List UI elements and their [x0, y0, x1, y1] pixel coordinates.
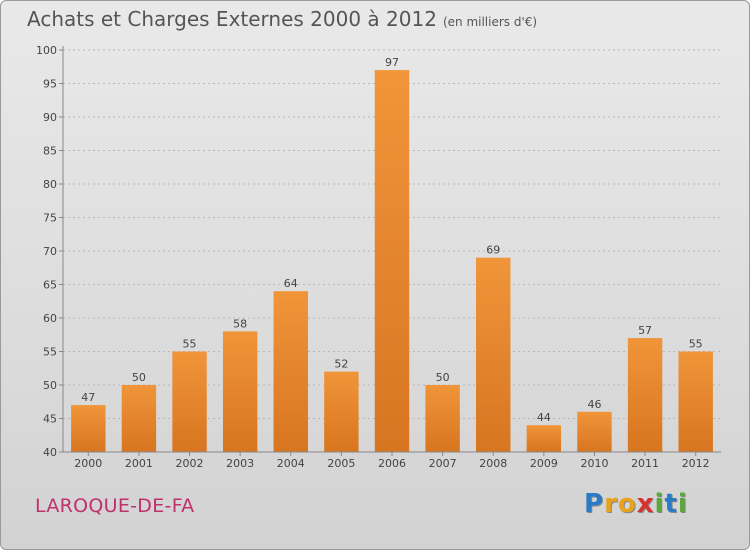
y-tick-label: 40 — [43, 446, 57, 459]
y-tick-label: 50 — [43, 379, 57, 392]
bar-value-label: 46 — [587, 398, 601, 411]
y-tick-label: 45 — [43, 413, 57, 426]
bar-value-label: 50 — [436, 371, 450, 384]
x-tick-label: 2003 — [226, 457, 254, 470]
bar — [222, 331, 258, 452]
x-tick-label: 2005 — [327, 457, 355, 470]
bar-value-label: 47 — [81, 391, 95, 404]
logo-letter: t — [664, 489, 678, 519]
x-tick-label: 2006 — [378, 457, 406, 470]
bar-value-label: 44 — [537, 411, 551, 424]
bar-value-label: 52 — [334, 358, 348, 371]
bar-value-label: 55 — [183, 338, 197, 351]
x-tick-label: 2004 — [277, 457, 305, 470]
bar-value-label: 58 — [233, 317, 247, 330]
bar — [374, 70, 410, 452]
y-tick-label: 75 — [43, 212, 57, 225]
bar — [577, 411, 612, 452]
y-tick-label: 80 — [43, 178, 57, 191]
bar — [172, 351, 207, 452]
x-tick-label: 2001 — [125, 457, 153, 470]
bar — [678, 351, 713, 452]
bar — [425, 385, 460, 452]
proxiti-logo: Proxiti — [584, 489, 688, 519]
chart-subtitle: (en milliers d'€) — [442, 15, 538, 29]
bars — [71, 70, 713, 452]
bar-value-label: 55 — [689, 338, 703, 351]
axes: 40 45 50 55 60 65 70 75 80 85 90 95 100 2000 2001 2002 2… — [36, 44, 721, 470]
data-labels: 47 50 55 58 64 52 97 50 69 44 46 57 55 — [81, 56, 702, 424]
bar — [71, 405, 106, 452]
y-tick-label: 100 — [36, 44, 57, 57]
x-tick-label: 2008 — [479, 457, 507, 470]
logo-letter: o — [617, 489, 637, 519]
y-tick-label: 95 — [43, 78, 57, 91]
x-tick-label: 2010 — [580, 457, 608, 470]
x-tick-label: 2000 — [74, 457, 102, 470]
bar-value-label: 97 — [385, 56, 399, 69]
logo-letter: P — [584, 489, 605, 519]
bar — [526, 425, 562, 452]
x-tick-label: 2011 — [631, 457, 659, 470]
logo-letter: r — [604, 489, 618, 519]
bar-value-label: 50 — [132, 371, 146, 384]
logo-letter: x — [636, 489, 655, 519]
bar — [273, 291, 308, 452]
x-tick-label: 2002 — [176, 457, 204, 470]
x-tick-label: 2012 — [682, 457, 710, 470]
commune-name: LAROQUE-DE-FA — [35, 495, 195, 517]
x-tick-label: 2007 — [429, 457, 457, 470]
y-tick-label: 70 — [43, 245, 57, 258]
chart-title-text: Achats et Charges Externes 2000 à 2012 — [27, 7, 437, 31]
bar — [627, 338, 663, 452]
bar — [324, 371, 359, 452]
bar-value-label: 64 — [284, 277, 298, 290]
chart-title: Achats et Charges Externes 2000 à 2012 (e… — [27, 7, 537, 31]
bar-value-label: 69 — [486, 244, 500, 257]
y-tick-label: 60 — [43, 312, 57, 325]
y-tick-label: 65 — [43, 279, 57, 292]
bar-value-label: 57 — [638, 324, 652, 337]
y-tick-label: 55 — [43, 346, 57, 359]
logo-letter: i — [654, 489, 665, 519]
x-tick-label: 2009 — [530, 457, 558, 470]
y-tick-label: 85 — [43, 145, 57, 158]
bar — [121, 385, 157, 452]
bar — [476, 257, 511, 452]
y-tick-label: 90 — [43, 111, 57, 124]
logo-letter: i — [677, 489, 688, 519]
